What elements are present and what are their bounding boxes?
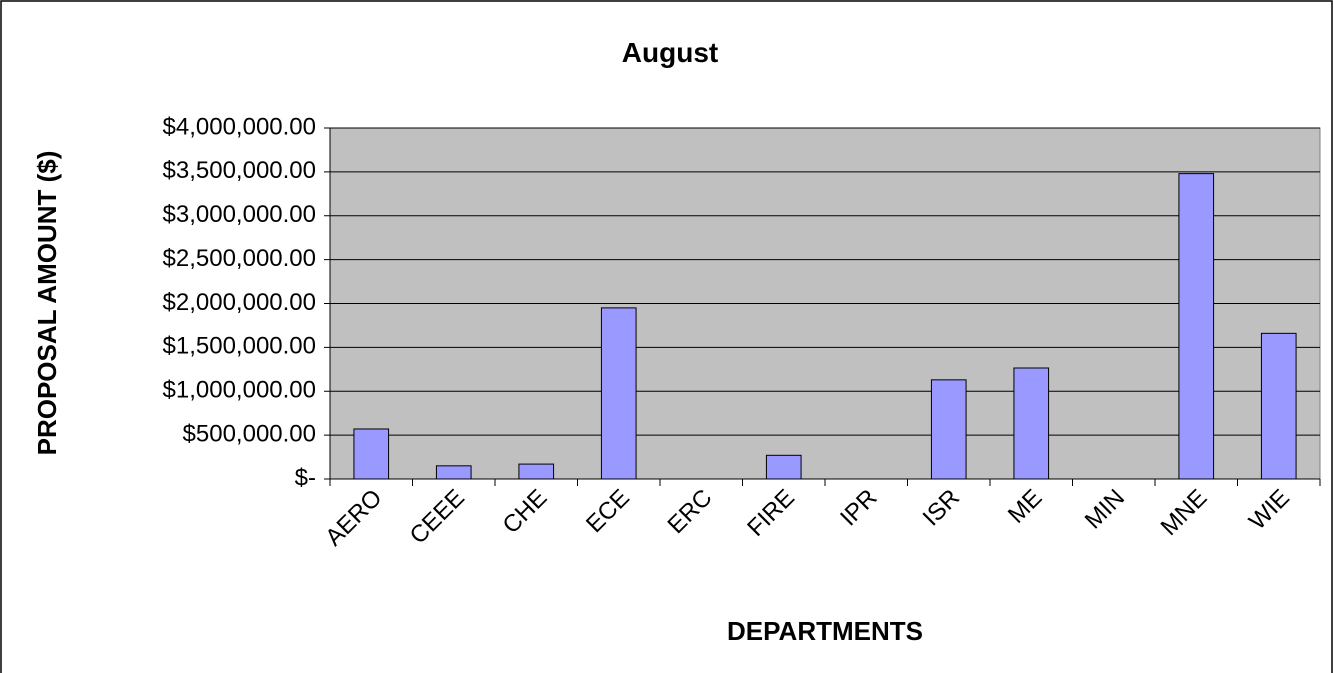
bar <box>353 428 390 480</box>
y-axis-title: PROPOSAL AMOUNT ($) <box>32 151 62 456</box>
bar <box>435 465 472 480</box>
y-tick-label: $1,500,000.00 <box>163 333 316 360</box>
y-tick-label: $500,000.00 <box>183 420 316 447</box>
bar <box>765 454 802 480</box>
bar <box>1260 332 1297 480</box>
bar <box>1178 173 1215 480</box>
y-tick-label: $4,000,000.00 <box>163 113 316 140</box>
y-tick-label: $- <box>295 464 316 491</box>
bar <box>600 307 637 480</box>
bar <box>518 463 555 480</box>
y-tick-label: $3,500,000.00 <box>163 157 316 184</box>
chart-title: August <box>622 37 718 68</box>
bar <box>1013 367 1050 480</box>
x-axis-title: DEPARTMENTS <box>727 616 923 646</box>
bar <box>930 379 967 480</box>
y-tick-label: $2,000,000.00 <box>163 289 316 316</box>
y-tick-label: $2,500,000.00 <box>163 245 316 272</box>
y-tick-label: $1,000,000.00 <box>163 377 316 404</box>
y-tick-label: $3,000,000.00 <box>163 201 316 228</box>
